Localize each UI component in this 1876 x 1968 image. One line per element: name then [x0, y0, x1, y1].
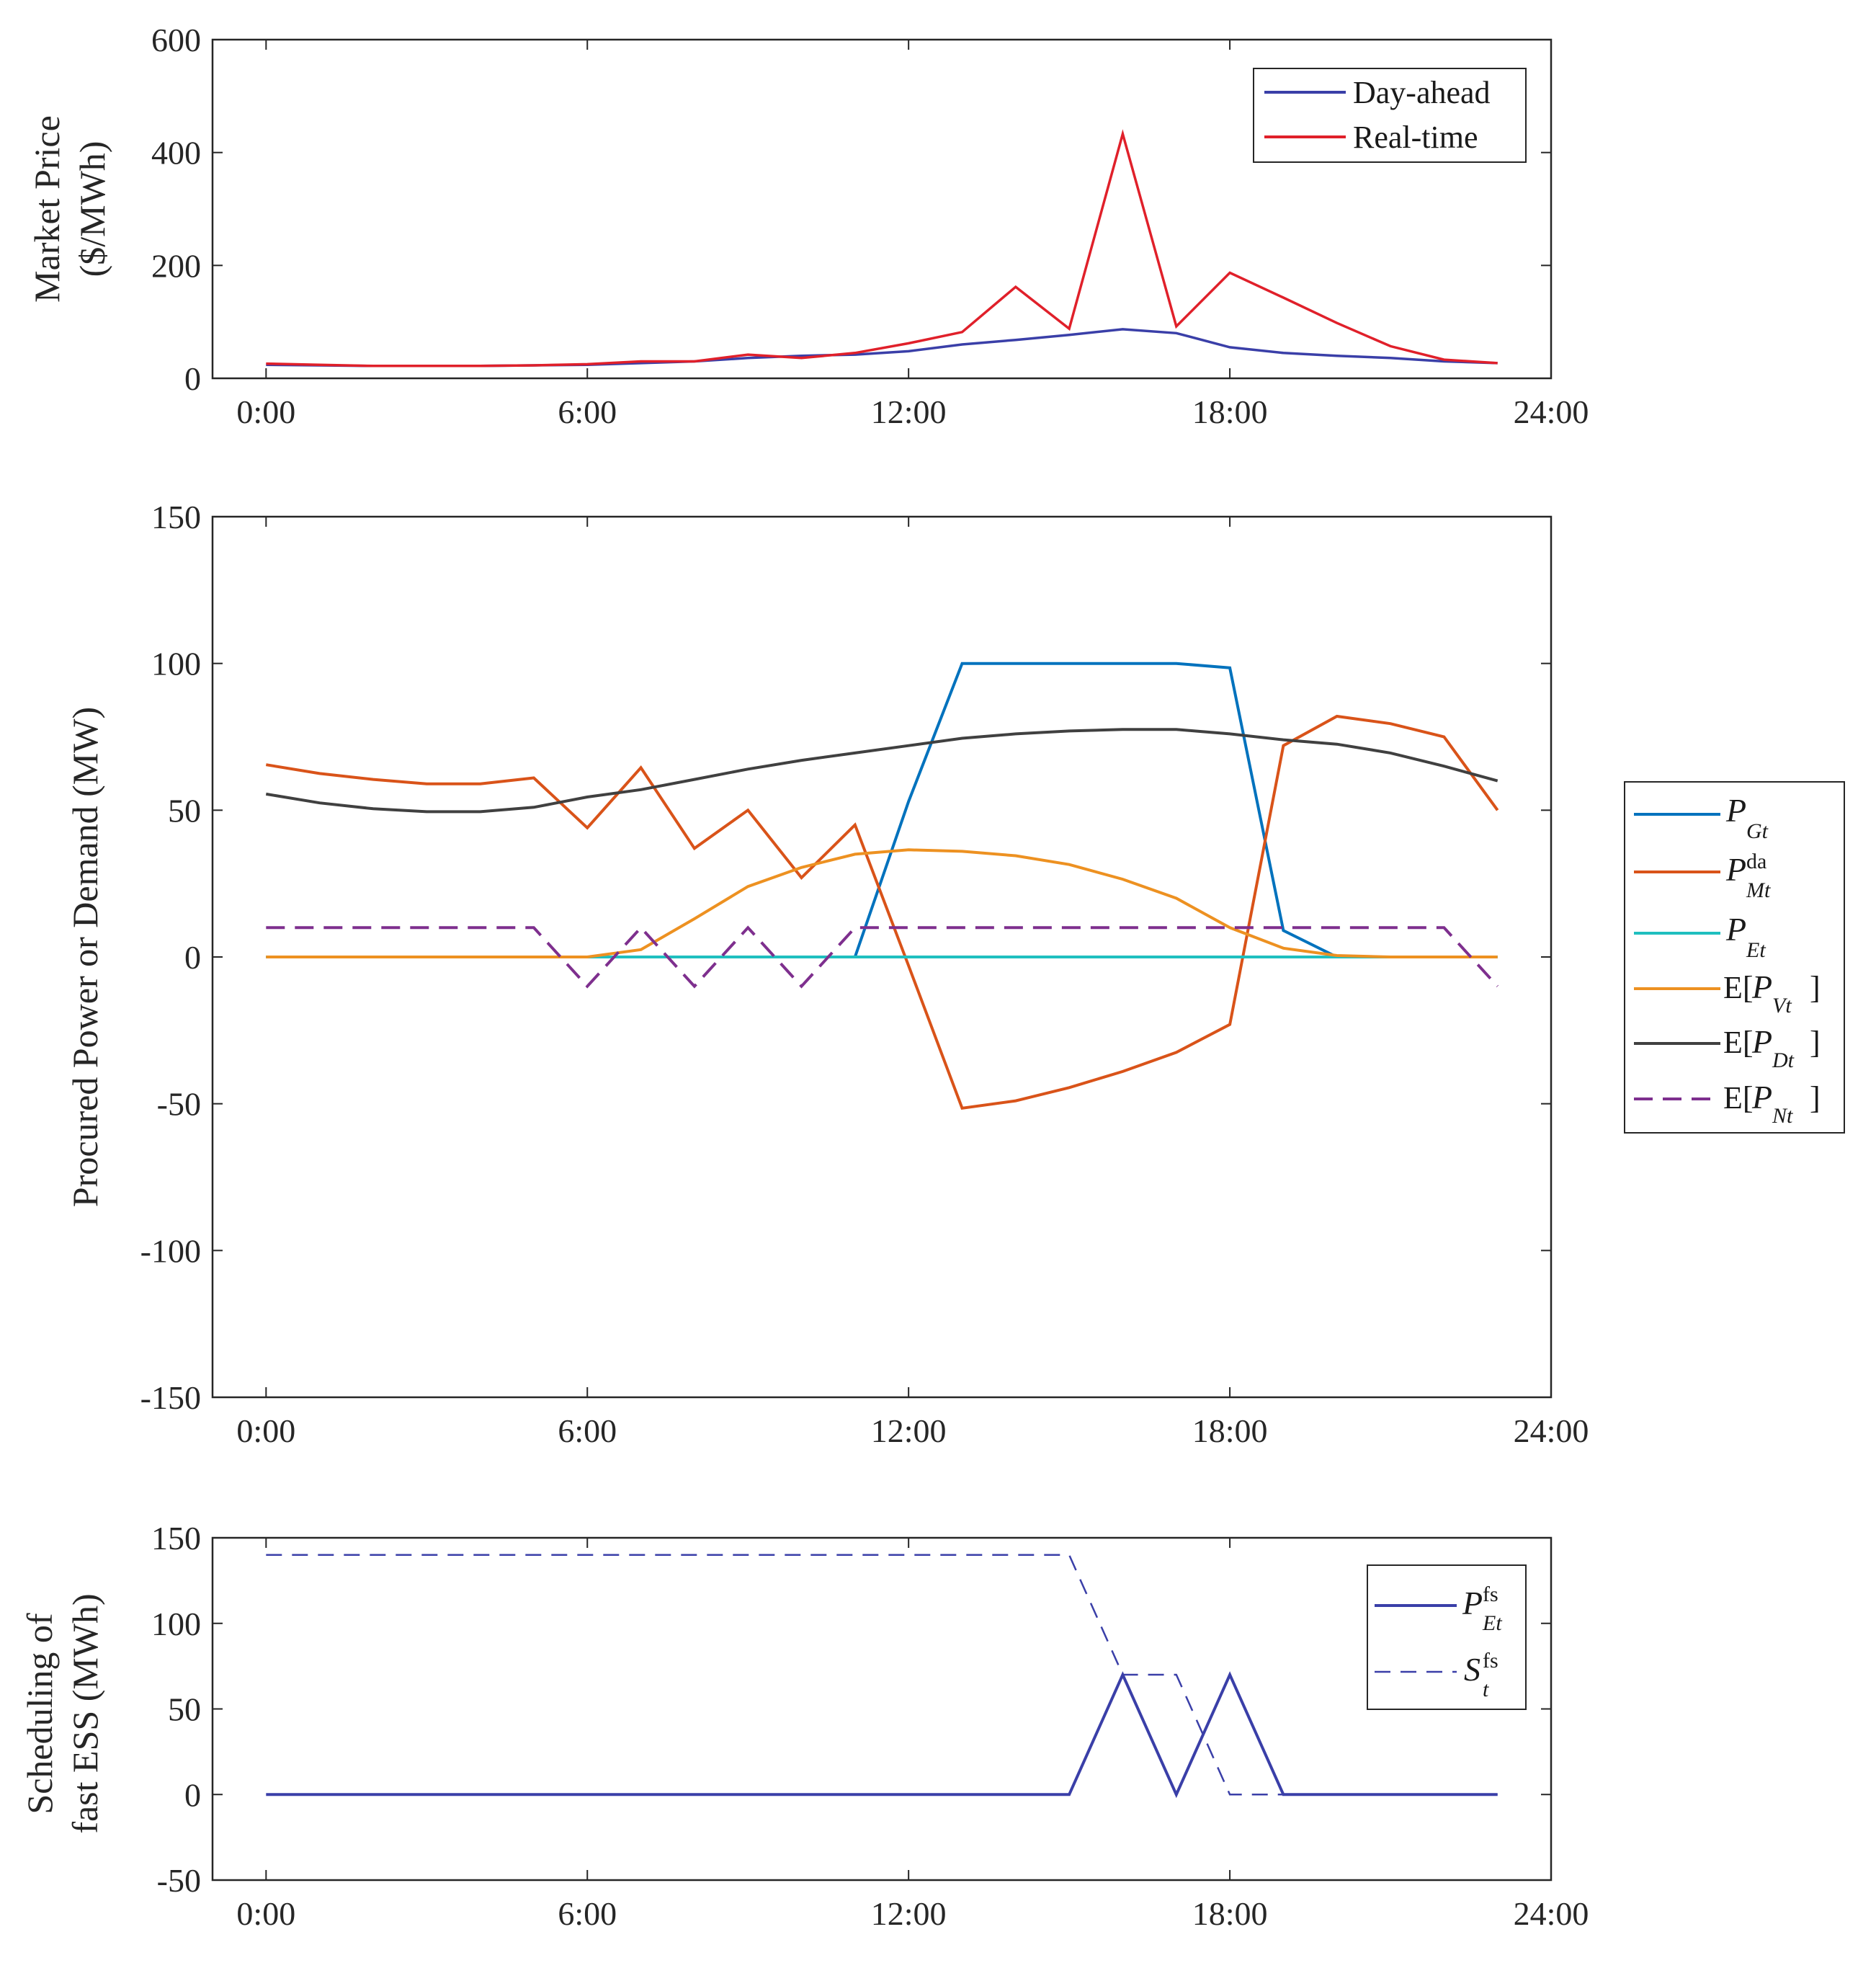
svg-text:]: ] [1810, 1025, 1821, 1060]
svg-text:P: P [1751, 1079, 1772, 1116]
x-tick-label: 0:00 [236, 1412, 295, 1449]
legend: Day-ahead Real-time [1253, 68, 1527, 163]
x-tick-label: 6:00 [558, 393, 617, 430]
svg-text:P: P [1751, 1023, 1772, 1060]
x-tick-label: 6:00 [558, 1895, 617, 1932]
legend-box [1253, 68, 1527, 163]
legend: P fs Et S fs t [1367, 1564, 1527, 1710]
x-axis-ticks: 0:00 6:00 12:00 18:00 24:00 [236, 517, 1589, 1449]
y-tick-label: 600 [151, 22, 201, 58]
panel-fast-ess: -50 0 50 100 150 0:00 6:00 12:00 18:00 24:00 Sch… [19, 1520, 1589, 1932]
svg-text:Dt: Dt [1772, 1048, 1795, 1072]
svg-text:P: P [1725, 792, 1746, 829]
svg-text:t: t [1483, 1678, 1489, 1701]
svg-text:da: da [1746, 850, 1766, 873]
series-lines [265, 662, 1499, 1110]
y-tick-label: 100 [151, 1606, 201, 1642]
legend-box [1624, 781, 1845, 1134]
x-tick-label: 18:00 [1192, 1412, 1268, 1449]
svg-text:S: S [1464, 1651, 1480, 1688]
y-axis-title-line1: Scheduling of [19, 1613, 60, 1814]
legend-label-p-et: P Et [1725, 911, 1766, 962]
panel-market-price: 0 200 400 600 0:00 6:00 12:00 18:00 24:00 Marke… [27, 22, 1589, 430]
x-tick-label: 6:00 [558, 1412, 617, 1449]
y-axis-ticks: -150 -100 -50 0 50 100 150 [140, 499, 1551, 1416]
legend-label-p-fs-et: P fs Et [1462, 1582, 1502, 1635]
x-tick-label: 24:00 [1514, 393, 1589, 430]
svg-text:]: ] [1810, 970, 1821, 1005]
y-tick-label: 400 [151, 135, 201, 172]
series-line-5 [266, 925, 1499, 989]
y-axis-title-line2: fast ESS (MWh) [65, 1593, 105, 1833]
y-axis-title: Procured Power or Demand (MW) [65, 707, 105, 1207]
y-tick-label: 0 [184, 939, 201, 976]
y-tick-label: 150 [151, 1520, 201, 1557]
panel-procured-power: -150 -100 -50 0 50 100 150 0:00 6:00 12:00 18:00 2… [65, 499, 1845, 1449]
legend-label-p-da-mt: P da Mt [1725, 850, 1771, 902]
plot-area [211, 1536, 1553, 1882]
x-tick-label: 12:00 [871, 1412, 947, 1449]
svg-text:Mt: Mt [1746, 878, 1771, 902]
y-axis-title: Market Price ($/MWh) [27, 115, 112, 303]
series-line-3 [266, 848, 1498, 958]
x-tick-label: 0:00 [236, 1895, 295, 1932]
legend-label-day-ahead: Day-ahead [1353, 75, 1491, 110]
y-tick-label: 200 [151, 247, 201, 284]
x-axis-ticks: 0:00 6:00 12:00 18:00 24:00 [236, 1538, 1589, 1932]
svg-text:Vt: Vt [1772, 994, 1792, 1018]
y-axis-title-line1: Market Price [27, 115, 67, 303]
legend-box [1367, 1564, 1527, 1710]
svg-text:Et: Et [1746, 938, 1766, 962]
svg-text:Nt: Nt [1772, 1104, 1793, 1128]
x-axis-ticks: 0:00 6:00 12:00 18:00 24:00 [236, 40, 1589, 430]
x-tick-label: 12:00 [871, 1895, 947, 1932]
series-line-1 [266, 1554, 1498, 1796]
y-tick-label: 100 [151, 646, 201, 682]
y-tick-label: 150 [151, 499, 201, 535]
svg-text:fs: fs [1483, 1582, 1498, 1606]
series-lines [266, 129, 1498, 368]
svg-text:E[: E[ [1723, 970, 1754, 1005]
svg-text:E[: E[ [1723, 1025, 1754, 1060]
legend-label-p-gt: P Gt [1725, 792, 1769, 843]
svg-text:P: P [1725, 911, 1746, 948]
y-axis-ticks: 0 200 400 600 [151, 22, 1551, 397]
legend-label-real-time: Real-time [1353, 120, 1478, 155]
y-tick-label: 0 [184, 360, 201, 397]
y-axis-title-line1: Procured Power or Demand (MW) [65, 707, 105, 1207]
y-axis-ticks: -50 0 50 100 150 [151, 1520, 1551, 1899]
y-axis-title-line2: ($/MWh) [72, 141, 112, 277]
x-tick-label: 0:00 [236, 393, 295, 430]
series-line-4 [265, 728, 1498, 814]
y-tick-label: -150 [140, 1379, 201, 1416]
svg-text:P: P [1725, 851, 1746, 888]
svg-text:P: P [1751, 969, 1772, 1005]
x-tick-label: 24:00 [1514, 1412, 1589, 1449]
svg-text:Et: Et [1482, 1611, 1502, 1635]
y-tick-label: 50 [168, 1691, 201, 1728]
legend-label-e-p-dt: E[ P Dt ] [1723, 1023, 1821, 1072]
series-line-1 [266, 129, 1498, 368]
y-axis-title: Scheduling of fast ESS (MWh) [19, 1593, 105, 1833]
svg-text:Gt: Gt [1746, 819, 1769, 843]
svg-text:P: P [1462, 1585, 1483, 1621]
legend: P Gt P da Mt P Et E[ P Vt ] [1624, 781, 1845, 1134]
legend-label-e-p-vt: E[ P Vt ] [1723, 969, 1821, 1018]
y-tick-label: -50 [157, 1862, 201, 1899]
y-tick-label: 0 [184, 1776, 201, 1813]
y-tick-label: 50 [168, 792, 201, 829]
y-tick-label: -50 [157, 1086, 201, 1123]
legend-label-s-fs-t: S fs t [1464, 1649, 1498, 1701]
legend-label-e-p-nt: E[ P Nt ] [1723, 1079, 1821, 1128]
x-tick-label: 18:00 [1192, 393, 1268, 430]
x-tick-label: 18:00 [1192, 1895, 1268, 1932]
x-tick-label: 12:00 [871, 393, 947, 430]
series-lines [266, 1554, 1498, 1799]
svg-text:E[: E[ [1723, 1080, 1754, 1116]
y-tick-label: -100 [140, 1232, 201, 1269]
x-tick-label: 24:00 [1514, 1895, 1589, 1932]
svg-text:]: ] [1810, 1080, 1821, 1116]
svg-text:fs: fs [1483, 1649, 1498, 1673]
